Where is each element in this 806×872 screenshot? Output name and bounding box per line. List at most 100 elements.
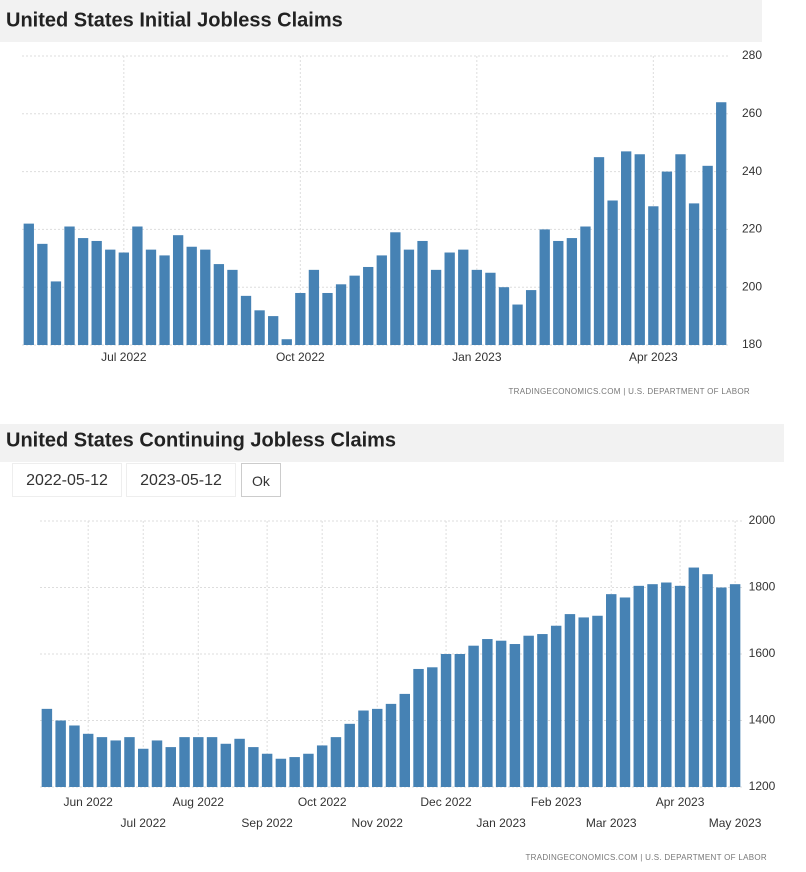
x-tick-label: Aug 2022 [173,795,225,809]
source: TRADINGECONOMICS.COM | U.S. DEPARTMENT O… [525,853,767,862]
bar [647,584,658,787]
bar [37,243,48,345]
bar [729,584,741,787]
x-tick-label: Jan 2023 [452,350,502,364]
start-date[interactable]: 2022-05-12 [12,463,122,497]
y-tick-label: 240 [742,164,762,178]
bar [619,597,631,787]
bar [96,737,108,787]
bar [688,203,700,345]
end-date[interactable]: 2023-05-12 [126,463,236,497]
bar [322,292,333,345]
bar [159,255,170,345]
bar [495,640,507,787]
bar [335,284,347,345]
bar [399,693,410,787]
y-tick-label: 180 [742,337,762,351]
bar [240,295,252,345]
bar [295,292,306,345]
title-band [0,424,784,462]
bar [213,264,225,345]
bar [124,737,135,787]
bar [564,614,576,787]
bar [553,240,564,345]
bar [593,157,605,345]
bar [482,639,493,787]
bar [512,304,523,345]
bar [648,206,659,345]
bar [23,223,34,345]
bar [200,249,211,345]
bar [468,645,479,787]
bar [621,151,632,345]
bar [580,226,591,345]
bar [525,290,537,345]
bar [77,238,89,345]
x-tick-label: Nov 2022 [352,816,404,830]
bar [688,567,700,787]
bar [454,654,466,787]
bar [220,743,232,787]
bar [234,738,245,787]
bar [50,281,62,345]
bar [248,747,259,787]
bar [179,737,190,787]
bar [413,668,424,787]
bar [539,229,550,345]
bar [281,339,292,345]
ok-button[interactable]: Ok [241,463,281,497]
y-tick-label: 1800 [749,580,776,594]
bar [344,723,355,787]
bar [485,272,496,345]
bar [578,617,589,787]
bar [349,275,360,345]
bar [537,634,548,787]
bar [275,758,287,787]
x-tick-label: Apr 2023 [629,350,678,364]
bar [702,165,713,345]
y-tick-label: 280 [742,48,762,62]
x-tick-label: Oct 2022 [298,795,347,809]
bar [118,252,129,345]
y-tick-label: 1400 [749,713,776,727]
source: TRADINGECONOMICS.COM | U.S. DEPARTMENT O… [508,387,750,396]
bar [550,625,562,787]
bar [316,745,328,787]
y-tick-label: 1600 [749,646,776,660]
bar [193,737,204,787]
x-tick-label: Oct 2022 [276,350,325,364]
bar [303,753,314,787]
chart-title: United States Initial Jobless Claims [6,9,343,31]
bar [566,238,578,345]
bar [138,748,149,787]
bar [607,200,618,345]
bar [661,171,673,345]
bar [716,102,727,346]
bar [716,587,727,787]
bar [471,269,482,345]
y-tick-label: 1200 [749,779,776,793]
bar [132,226,143,345]
bar [427,667,438,787]
y-tick-label: 260 [742,106,762,120]
bar [172,235,184,345]
bar [376,255,387,345]
bar [82,733,94,787]
bar [358,710,369,787]
bar [91,240,102,345]
bar [186,246,197,345]
bar [634,154,645,345]
bar [592,615,603,787]
bar [55,720,66,787]
chart-title: United States Continuing Jobless Claims [6,429,396,451]
bar [633,585,644,787]
bar [417,240,428,345]
x-tick-label: Mar 2023 [586,816,637,830]
x-tick-label: May 2023 [709,816,762,830]
bar [390,232,401,345]
y-tick-label: 200 [742,279,762,293]
x-tick-label: Sep 2022 [241,816,293,830]
x-tick-label: Jul 2022 [101,350,147,364]
bar [145,249,157,345]
bar [458,249,469,345]
